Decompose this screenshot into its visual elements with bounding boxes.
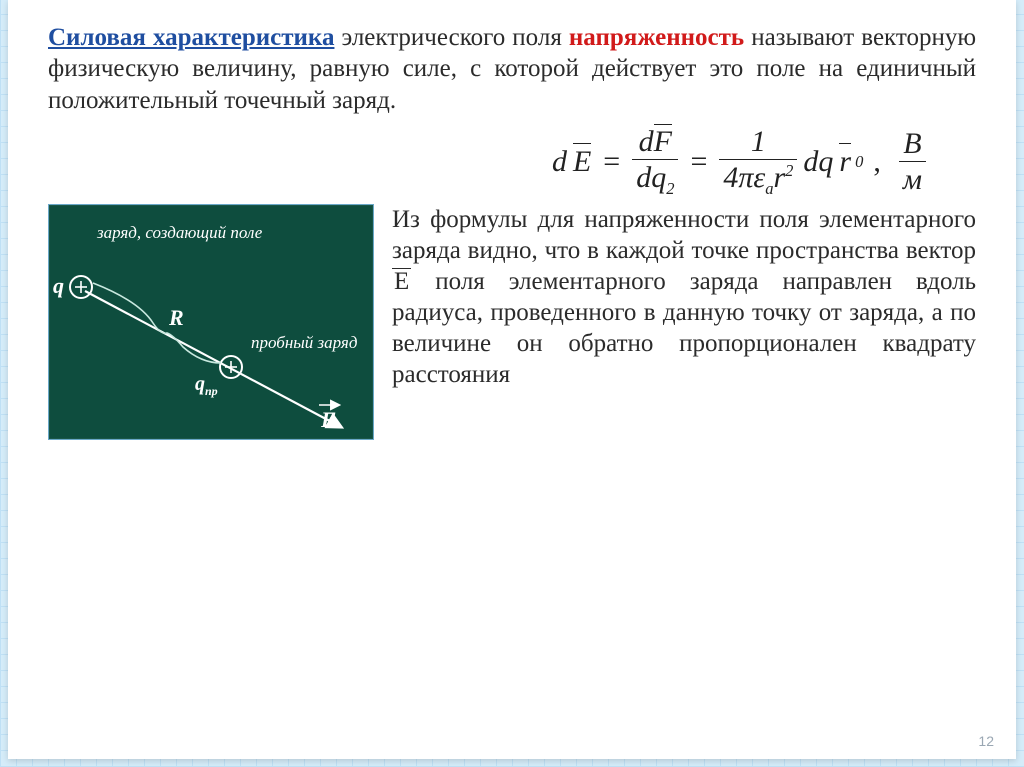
frac1-den-sub: 2 [666,179,674,198]
label-q: q [53,273,64,299]
frac1-num-d: d [639,125,654,158]
definition-paragraph: Силовая характеристика электрического по… [48,22,976,116]
formula-d: d [552,145,567,179]
slide-sheet: Силовая характеристика электрического по… [8,0,1016,759]
label-probe-charge: пробный заряд [251,333,357,353]
vector-E-inline: E [392,266,411,297]
frac2-den-4: 4 [723,161,738,194]
formula-comma: , [869,145,893,179]
diagram-container: заряд, создающий поле пробный заряд q qп… [48,204,374,440]
fraction-coulomb: 1 4πεar2 [719,126,797,198]
term-underlined: Силовая характеристика [48,24,334,51]
fraction-dF-dq2: dF dq2 [632,126,678,198]
equals-1: = [597,145,626,179]
frac2-den-r: r [773,161,785,194]
formula-row: d E = dF dq2 = 1 4πεar2 dq r0 , В [48,116,976,204]
frac2-den-r-sup: 2 [785,161,793,180]
frac1-den-dq: dq [636,161,666,194]
frac2-den-pi: π [738,161,753,194]
formula-r0-vector: r [839,145,851,179]
label-R: R [169,305,184,331]
frac2-num: 1 [747,126,770,158]
formula-E-vector: E [573,145,591,179]
label-F: F [321,407,336,433]
term-red: напряженность [569,24,744,51]
chalkboard-diagram: заряд, создающий поле пробный заряд q qп… [48,204,374,440]
body-row: заряд, создающий поле пробный заряд q qп… [48,204,976,440]
label-qpr-q: q [195,373,205,395]
slide-number: 12 [978,733,994,749]
formula-r0-r: r [839,145,851,178]
label-qpr: qпр [195,373,218,399]
frac1-num-F-vector: F [654,126,672,158]
explanation-paragraph: Из формулы для напряженности поля элемен… [392,204,976,390]
label-source-charge: заряд, создающий поле [97,223,262,243]
unit-fraction: В м [899,128,926,196]
unit-num: В [899,128,925,160]
explanation-post: поля элементарного заряда направлен вдол… [392,268,976,388]
label-qpr-sub: пр [205,384,218,398]
field-formula: d E = dF dq2 = 1 4πεar2 dq r0 , В [552,126,926,198]
equals-2: = [684,145,713,179]
definition-text-1: электрического поля [334,24,568,51]
formula-dq: dq [803,145,833,179]
explanation-pre: Из формулы для напряженности поля элемен… [392,206,976,264]
vector-E-letter: E [394,268,409,295]
unit-den: м [899,164,926,196]
frac2-den-eps: ε [753,161,765,194]
formula-r0-sub: 0 [855,152,863,172]
